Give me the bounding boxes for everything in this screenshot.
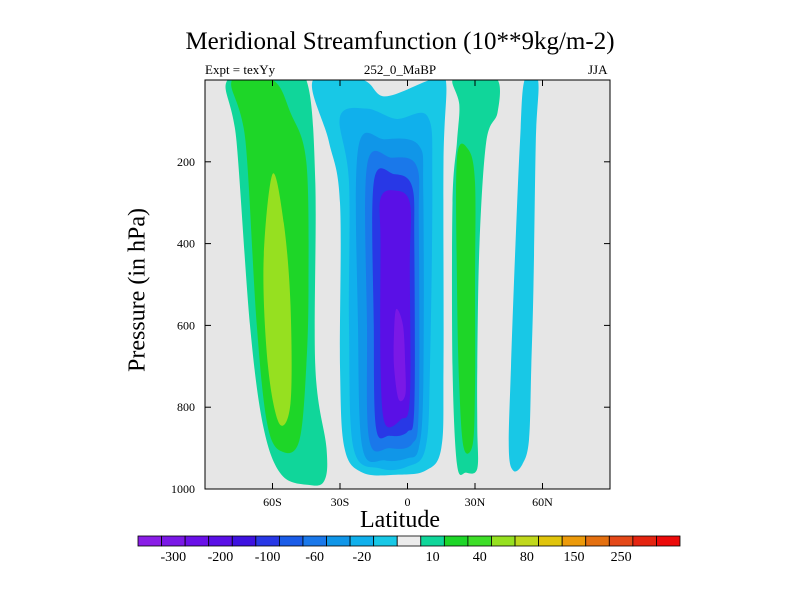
tropical-cell-region: [393, 308, 406, 402]
colorbar-box: [538, 535, 563, 547]
y-tick-label: 1000: [171, 482, 195, 496]
x-tick-label: 30N: [465, 495, 486, 509]
experiment-label: Expt = texYy: [205, 62, 276, 77]
x-tick-label: 30S: [331, 495, 350, 509]
colorbar-box: [161, 535, 186, 547]
colorbar-box: [491, 535, 516, 547]
colorbar-label: 150: [563, 550, 584, 565]
colorbar-box: [443, 535, 469, 547]
colorbar-box: [514, 535, 540, 547]
y-tick-label: 200: [177, 155, 195, 169]
colorbar-label: 250: [611, 550, 632, 565]
colorbar-box: [396, 535, 422, 547]
colorbar-box: [632, 535, 657, 547]
contour-regions: [225, 80, 539, 486]
colorbar-box: [255, 535, 280, 547]
colorbar-box: [608, 535, 634, 547]
axis-ticks: 60S 30S 0 30N 60N 200 400 600 800 1000: [171, 80, 610, 509]
colorbar-box: [656, 535, 681, 547]
x-tick-label: 60N: [532, 495, 553, 509]
colorbar-label: 10: [426, 550, 440, 565]
colorbar-box: [302, 535, 327, 547]
colorbar-box: [420, 535, 445, 547]
nh-cell-region: [508, 80, 539, 472]
colorbar-box: [231, 535, 257, 547]
colorbar-label: -60: [305, 550, 324, 565]
colorbar-box: [278, 535, 304, 547]
colorbar-box: [137, 535, 162, 547]
period-label: 252_0_MaBP: [363, 62, 437, 77]
colorbar-box: [184, 535, 210, 547]
x-tick-label: 60S: [263, 495, 282, 509]
colorbar-label: -300: [161, 550, 187, 565]
colorbar-box: [467, 535, 492, 547]
colorbar: -300 -200 -100 -60 -20 10 40 80 150 250: [137, 535, 681, 565]
chart-title: Meridional Streamfunction (10**9kg/m-2): [185, 28, 615, 55]
colorbar-box: [373, 535, 398, 547]
colorbar-label: 40: [473, 550, 487, 565]
colorbar-label: -200: [208, 550, 234, 565]
tropical-cell-region: [379, 190, 411, 428]
x-tick-label: 0: [405, 495, 411, 509]
nh-cell-region: [456, 143, 476, 454]
colorbar-label: 80: [520, 550, 534, 565]
colorbar-label: -100: [255, 550, 281, 565]
x-axis-title: Latitude: [360, 507, 440, 533]
y-tick-label: 800: [177, 400, 195, 414]
season-label: JJA: [588, 62, 608, 77]
colorbar-box: [208, 535, 233, 547]
colorbar-box: [349, 535, 375, 547]
colorbar-box: [585, 535, 610, 547]
sh-cell-region: [263, 173, 292, 426]
colorbar-box: [561, 535, 587, 547]
colorbar-label: -20: [353, 550, 372, 565]
y-tick-label: 600: [177, 318, 195, 332]
y-tick-label: 400: [177, 237, 195, 251]
colorbar-box: [326, 535, 351, 547]
